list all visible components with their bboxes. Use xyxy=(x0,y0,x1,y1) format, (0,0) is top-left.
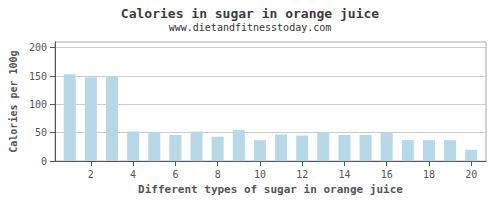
svg-text:Calories in sugar in orange ju: Calories in sugar in orange juice xyxy=(121,6,379,21)
svg-text:Different types of sugar in or: Different types of sugar in orange juice xyxy=(138,183,403,196)
svg-text:16: 16 xyxy=(381,169,393,180)
svg-text:6: 6 xyxy=(172,169,178,180)
svg-text:2: 2 xyxy=(88,169,94,180)
svg-text:8: 8 xyxy=(215,169,221,180)
svg-text:12: 12 xyxy=(296,169,308,180)
svg-text:150: 150 xyxy=(29,71,47,82)
svg-text:20: 20 xyxy=(465,169,477,180)
svg-text:10: 10 xyxy=(254,169,266,180)
svg-text:www.dietandfitnesstoday.com: www.dietandfitnesstoday.com xyxy=(169,22,332,33)
svg-text:100: 100 xyxy=(29,99,47,110)
svg-text:Calories per 100g: Calories per 100g xyxy=(8,50,19,152)
svg-text:14: 14 xyxy=(338,169,350,180)
svg-text:50: 50 xyxy=(35,127,47,138)
svg-text:200: 200 xyxy=(29,42,47,53)
svg-text:4: 4 xyxy=(130,169,136,180)
svg-text:18: 18 xyxy=(423,169,435,180)
svg-text:0: 0 xyxy=(41,156,47,167)
